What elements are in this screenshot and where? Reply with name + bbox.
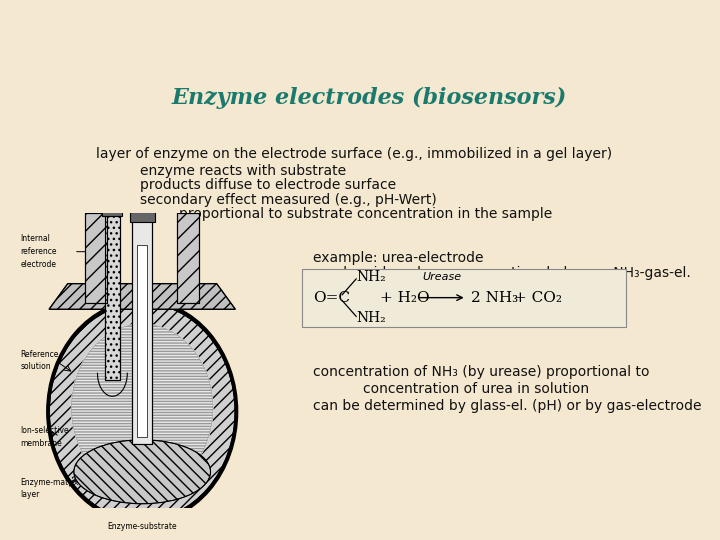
Ellipse shape xyxy=(49,303,235,521)
Bar xyxy=(177,213,199,303)
Text: electrode: electrode xyxy=(20,260,56,269)
Text: Ion-selective: Ion-selective xyxy=(20,426,69,435)
Text: Reference: Reference xyxy=(20,349,59,359)
Text: layer of enzyme on the electrode surface (e.g., immobilized in a gel layer): layer of enzyme on the electrode surface… xyxy=(96,147,612,161)
Text: concentration of NH₃ (by urease) proportional to: concentration of NH₃ (by urease) proport… xyxy=(313,366,649,380)
Ellipse shape xyxy=(71,323,214,492)
Text: + H₂O: + H₂O xyxy=(380,291,430,305)
Text: concentration of urea in solution: concentration of urea in solution xyxy=(364,382,590,396)
Bar xyxy=(132,220,152,444)
Bar xyxy=(177,213,199,303)
Bar xyxy=(138,245,147,437)
Text: 2 NH₃: 2 NH₃ xyxy=(471,291,518,305)
Text: enzyme reacts with substrate: enzyme reacts with substrate xyxy=(140,164,346,178)
Text: products diffuse to electrode surface: products diffuse to electrode surface xyxy=(140,178,396,192)
Text: O=C: O=C xyxy=(313,291,350,305)
Bar xyxy=(102,206,122,216)
Text: secondary effect measured (e.g., pH-Wert): secondary effect measured (e.g., pH-Wert… xyxy=(140,193,437,207)
Text: acryl amide-gel over conventional glass or NH₃-gas-el.: acryl amide-gel over conventional glass … xyxy=(313,266,691,280)
Text: Enzyme-matrix: Enzyme-matrix xyxy=(20,477,78,487)
Bar xyxy=(105,213,120,380)
Text: example: urea-electrode: example: urea-electrode xyxy=(313,251,484,265)
Text: Urease: Urease xyxy=(422,272,461,282)
Text: Enzyme-substrate: Enzyme-substrate xyxy=(107,522,177,531)
Ellipse shape xyxy=(71,324,213,491)
Text: layer: layer xyxy=(20,490,40,500)
Text: Enzyme electrodes (biosensors): Enzyme electrodes (biosensors) xyxy=(171,87,567,109)
Bar xyxy=(85,213,107,303)
Text: proportional to substrate concentration in the sample: proportional to substrate concentration … xyxy=(179,207,552,221)
Text: NH₂: NH₂ xyxy=(356,312,387,326)
Text: can be determined by glass-el. (pH) or by gas-electrode: can be determined by glass-el. (pH) or b… xyxy=(313,399,702,413)
Text: Internal: Internal xyxy=(20,234,50,244)
Bar xyxy=(130,212,155,222)
Bar xyxy=(105,213,120,380)
Bar xyxy=(132,220,152,444)
FancyBboxPatch shape xyxy=(302,268,626,327)
Text: + CO₂: + CO₂ xyxy=(514,291,562,305)
Text: solution: solution xyxy=(20,362,51,372)
Text: reference: reference xyxy=(20,247,57,256)
Text: membrane: membrane xyxy=(20,439,62,448)
Text: NH₂: NH₂ xyxy=(356,270,387,284)
Bar xyxy=(85,213,107,303)
Polygon shape xyxy=(49,284,235,309)
Ellipse shape xyxy=(74,440,210,504)
